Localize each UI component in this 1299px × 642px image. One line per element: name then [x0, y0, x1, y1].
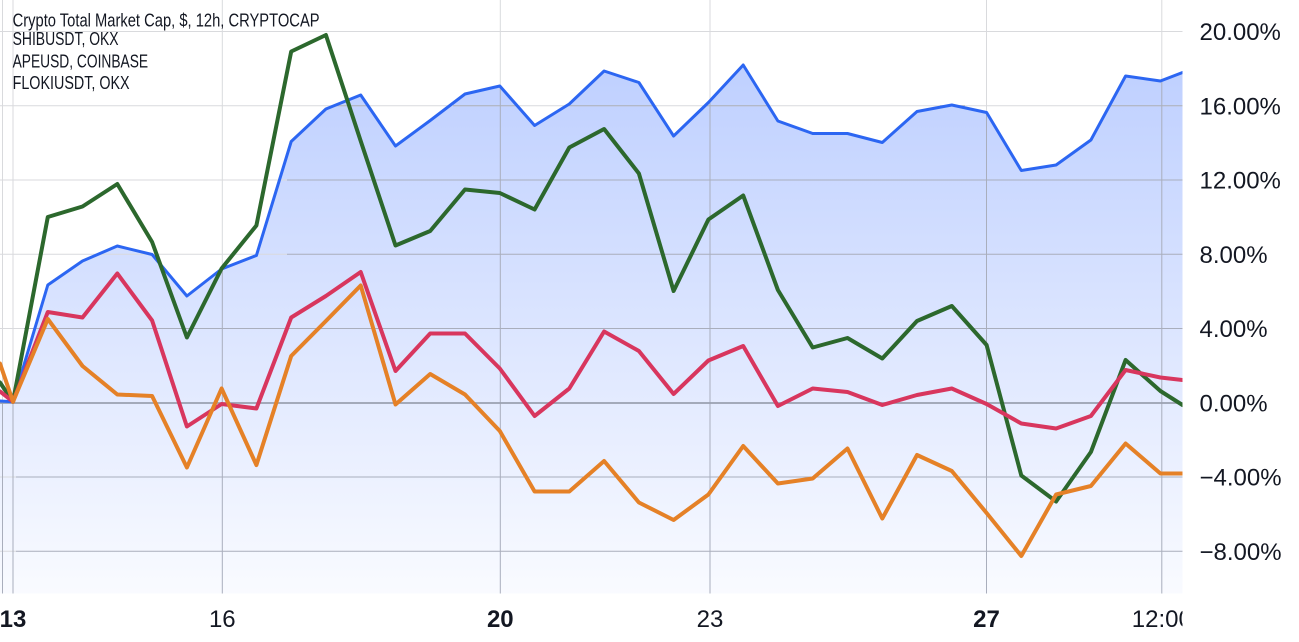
svg-text:FLOKIUSDT, OKX: FLOKIUSDT, OKX [13, 73, 130, 93]
svg-text:0.00%: 0.00% [1200, 390, 1268, 417]
svg-text:12.00%: 12.00% [1200, 168, 1281, 195]
svg-text:20: 20 [487, 606, 514, 633]
svg-text:8.00%: 8.00% [1200, 242, 1268, 269]
svg-text:−4.00%: −4.00% [1200, 465, 1282, 492]
svg-text:Crypto Total Market Cap, $, 12: Crypto Total Market Cap, $, 12h, CRYPTOC… [13, 11, 320, 31]
svg-text:APEUSD, COINBASE: APEUSD, COINBASE [13, 51, 149, 71]
svg-text:SHIBUSDT, OKX: SHIBUSDT, OKX [13, 29, 119, 49]
svg-text:13: 13 [0, 606, 26, 633]
svg-text:16: 16 [209, 606, 236, 633]
svg-text:4.00%: 4.00% [1200, 316, 1268, 343]
svg-text:16.00%: 16.00% [1200, 93, 1281, 120]
svg-text:12:00: 12:00 [1132, 606, 1192, 633]
svg-text:20.00%: 20.00% [1200, 19, 1281, 46]
svg-text:23: 23 [697, 606, 724, 633]
svg-text:27: 27 [973, 606, 1000, 633]
svg-text:−8.00%: −8.00% [1200, 539, 1282, 566]
